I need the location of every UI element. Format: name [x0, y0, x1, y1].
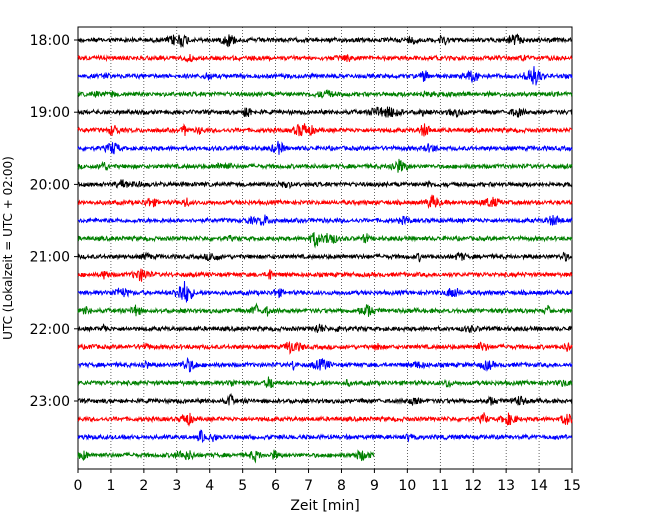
y-tick-label: 21:00	[30, 250, 70, 266]
seismic-trace	[77, 89, 573, 99]
y-axis-ticks: 18:00 19:00 20:00 21:00 22:00 23:00	[30, 33, 78, 410]
x-axis-ticks: 0 1 2 3 4 5 6 7 8 9 10 11 12 13 14 15	[74, 469, 581, 494]
seismic-trace	[77, 392, 573, 406]
seismic-trace	[77, 232, 573, 249]
seismic-trace	[77, 376, 573, 389]
x-tick-label: 9	[370, 478, 379, 494]
y-tick-label: 22:00	[30, 322, 70, 338]
seismic-trace	[77, 280, 573, 303]
seismic-trace	[77, 302, 573, 317]
x-tick-label: 11	[431, 478, 449, 494]
y-tick-label: 20:00	[30, 177, 70, 193]
y-tick-label: 18:00	[30, 33, 70, 49]
seismic-trace	[77, 251, 573, 263]
x-axis-label: Zeit [min]	[290, 498, 359, 514]
x-tick-label: 7	[304, 478, 313, 494]
x-tick-label: 3	[172, 478, 181, 494]
seismic-trace	[77, 33, 573, 48]
seismic-trace	[77, 429, 573, 444]
x-tick-label: 0	[74, 478, 83, 494]
seismic-trace	[77, 140, 573, 155]
seismic-trace	[77, 268, 573, 282]
seismic-trace	[77, 158, 573, 173]
x-tick-label: 5	[238, 478, 247, 494]
seismic-trace	[77, 323, 572, 334]
y-tick-label: 23:00	[30, 394, 70, 410]
x-tick-label: 10	[398, 478, 416, 494]
seismic-trace	[77, 449, 375, 464]
x-tick-label: 4	[205, 478, 214, 494]
y-axis-label: UTC (Lokalzeit = UTC + 02:00)	[1, 156, 15, 340]
x-tick-label: 6	[271, 478, 280, 494]
plot-frame	[77, 26, 573, 470]
seismic-trace	[77, 340, 573, 355]
seismic-trace	[77, 214, 573, 227]
x-tick-label: 12	[464, 478, 482, 494]
y-tick-label: 19:00	[30, 105, 70, 121]
x-tick-label: 14	[530, 478, 548, 494]
x-tick-label: 13	[497, 478, 515, 494]
x-tick-label: 8	[337, 478, 346, 494]
seismic-trace	[77, 123, 573, 137]
seismic-trace	[77, 106, 573, 119]
x-tick-label: 1	[106, 478, 115, 494]
x-tick-label: 2	[139, 478, 148, 494]
seismic-trace	[77, 194, 573, 210]
seismic-trace	[77, 412, 573, 427]
seismic-trace	[77, 356, 573, 373]
seismic-trace	[77, 53, 573, 63]
x-tick-label: 15	[563, 478, 581, 494]
seismic-trace	[77, 66, 573, 86]
seismic-trace	[77, 179, 573, 190]
seismic-traces	[77, 33, 573, 464]
